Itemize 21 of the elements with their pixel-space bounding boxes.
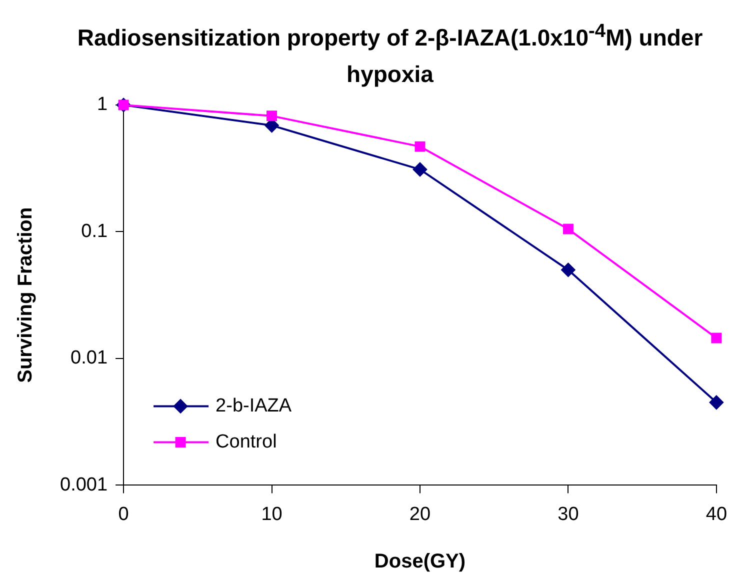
legend-label: Control [216, 431, 277, 452]
chart-title: Radiosensitization property of 2-β-IAZA(1.0x10$^{-4}$M) under hypoxia [77, 21, 703, 87]
point [414, 141, 426, 152]
x-tick-label: 40 [706, 504, 728, 525]
y-tick-label: 0.001 [60, 474, 108, 496]
legend-label: 2-b-IAZA [216, 395, 292, 416]
x-tick-label: 0 [118, 504, 129, 525]
point [412, 162, 427, 176]
y-tick-label: 0.1 [81, 220, 108, 242]
x-tick-label: 30 [558, 504, 579, 525]
point [562, 224, 574, 234]
y-tick-label: 0.01 [70, 348, 108, 369]
point [266, 110, 278, 122]
point [709, 395, 724, 410]
point [561, 262, 576, 277]
x-tick-label: 20 [409, 504, 431, 525]
x-axis-title: Dose(GY) [374, 550, 466, 573]
point [711, 332, 722, 344]
y-axis-title: Surviving Fraction [14, 207, 37, 383]
y-tick-label: 1 [96, 94, 108, 116]
x-tick-label: 10 [261, 504, 282, 525]
